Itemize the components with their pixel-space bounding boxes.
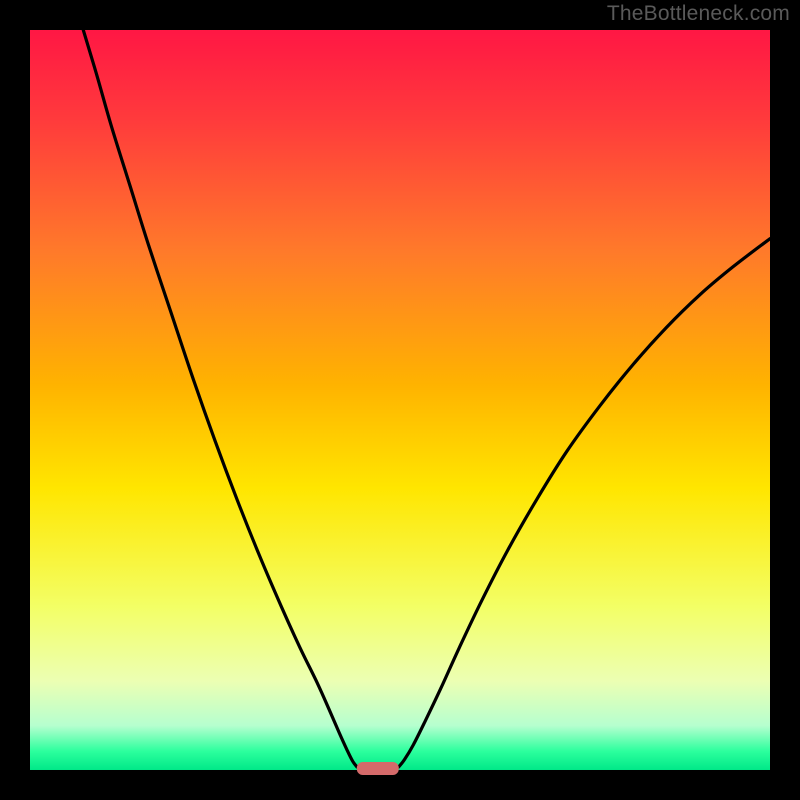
chart-background [30,30,770,770]
watermark-text: TheBottleneck.com [607,2,790,26]
valley-marker [357,762,399,775]
bottleneck-chart [0,0,800,800]
